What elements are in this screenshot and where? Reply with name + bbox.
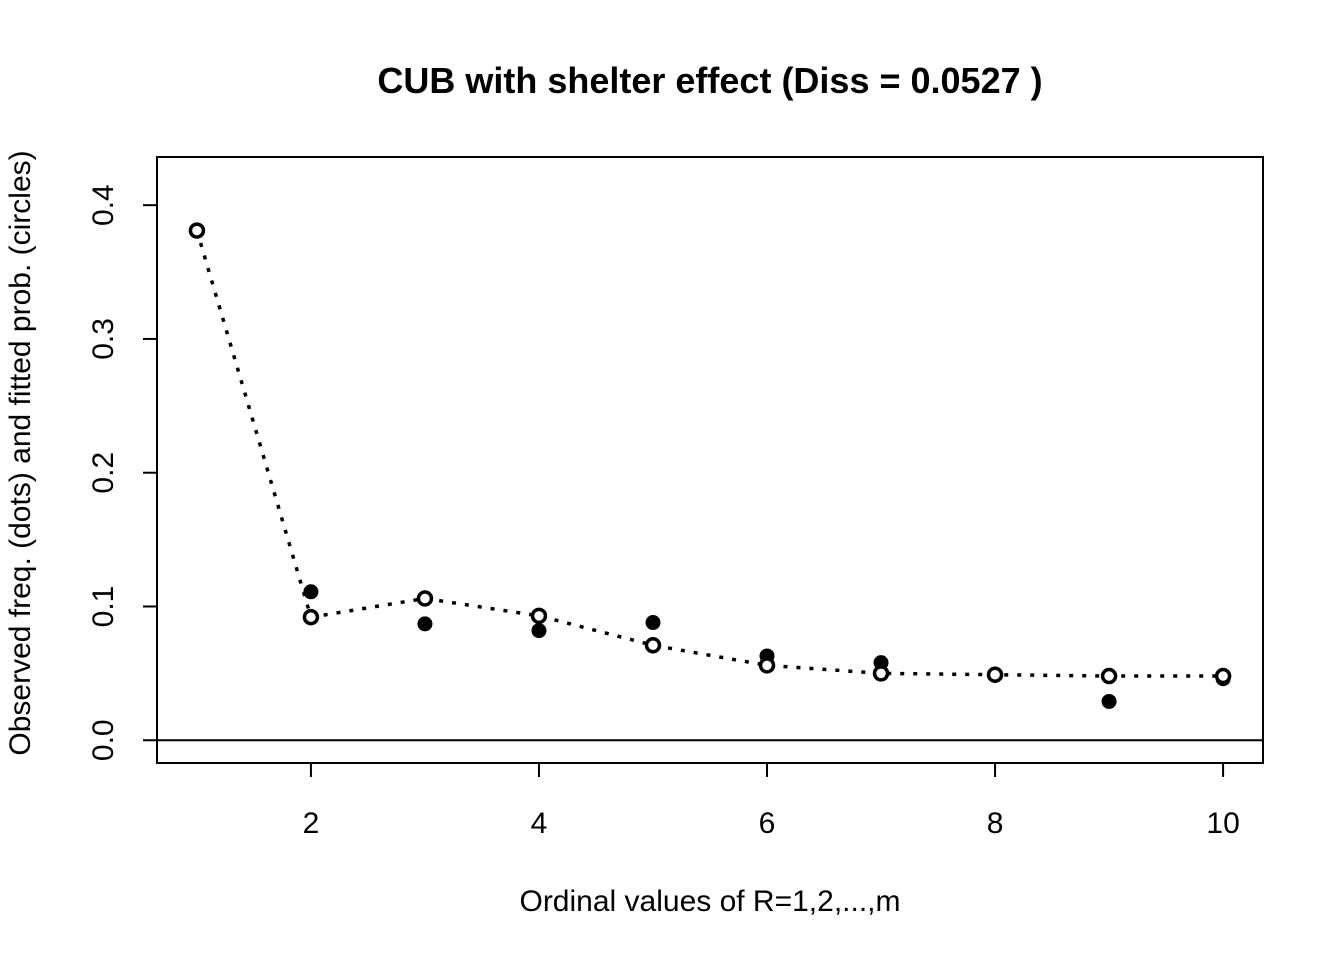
y-tick-label: 0.2 xyxy=(87,452,120,494)
fitted-prob-circle xyxy=(872,665,890,682)
points-group xyxy=(188,222,1232,709)
fitted-prob-circle xyxy=(416,590,434,607)
y-axis-label: Observed freq. (dots) and fitted prob. (… xyxy=(4,150,37,755)
x-axis: 2 4 6 8 10 xyxy=(303,763,1240,840)
x-tick-label: 2 xyxy=(303,807,320,840)
fitted-prob-circle xyxy=(530,607,548,625)
fitted-prob-circle xyxy=(1214,667,1232,685)
fitted-prob-circle xyxy=(644,637,662,654)
plot-frame xyxy=(156,156,1264,764)
fitted-prob-line xyxy=(195,230,1224,678)
fitted-line-group xyxy=(195,230,1224,678)
observed-freq-dot xyxy=(531,623,547,639)
y-tick-label: 0.4 xyxy=(87,184,120,226)
fitted-prob-circle xyxy=(302,608,320,626)
y-tick-label: 0.1 xyxy=(87,586,120,628)
fitted-prob-circle xyxy=(758,657,776,674)
x-tick-label: 8 xyxy=(987,807,1004,840)
observed-freq-dot xyxy=(303,584,319,600)
x-tick-label: 10 xyxy=(1206,807,1239,840)
observed-freq-dot xyxy=(645,615,661,631)
fitted-prob-circle xyxy=(188,222,206,239)
fitted-prob-circle xyxy=(986,666,1004,683)
x-tick-label: 4 xyxy=(531,807,548,840)
x-tick-label: 6 xyxy=(759,807,776,840)
y-axis: 0.0 0.1 0.2 0.3 0.4 xyxy=(87,184,157,761)
observed-freq-dot xyxy=(417,616,433,632)
fitted-prob-circle xyxy=(1100,667,1118,685)
observed-freq-dot xyxy=(1101,693,1117,709)
y-tick-label: 0.0 xyxy=(87,719,120,761)
x-axis-label: Ordinal values of R=1,2,...,m xyxy=(519,885,900,918)
y-tick-label: 0.3 xyxy=(87,318,120,360)
chart-title: CUB with shelter effect (Diss = 0.0527 ) xyxy=(377,60,1042,101)
